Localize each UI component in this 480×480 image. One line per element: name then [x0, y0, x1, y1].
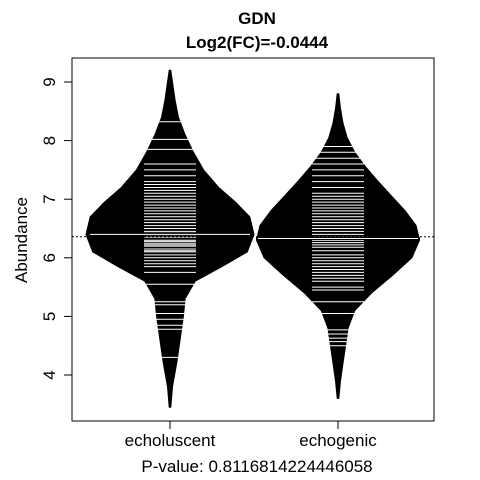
chart-subtitle: Log2(FC)=-0.0444: [186, 33, 329, 52]
y-tick-label: 7: [40, 194, 59, 203]
y-tick-label: 6: [40, 253, 59, 262]
y-tick-label: 5: [40, 312, 59, 321]
mean-lines-layer: [72, 232, 434, 240]
chart-title: GDN: [238, 9, 276, 28]
bean-echogenic: [256, 93, 420, 399]
x-axis: echoluscent echogenic: [125, 420, 377, 450]
y-tick-label: 4: [40, 370, 59, 379]
y-axis-label: Abundance: [12, 197, 31, 283]
y-tick-label: 9: [40, 77, 59, 86]
x-tick-label-echogenic: echogenic: [299, 431, 377, 450]
y-axis: 4 5 6 7 8 9: [40, 77, 73, 380]
x-tick-label-echoluscent: echoluscent: [125, 431, 216, 450]
x-axis-label: P-value: 0.8116814224446058: [141, 457, 372, 476]
y-tick-label: 8: [40, 136, 59, 145]
beans-layer: [85, 69, 420, 408]
bean-echoluscent: [85, 69, 255, 408]
